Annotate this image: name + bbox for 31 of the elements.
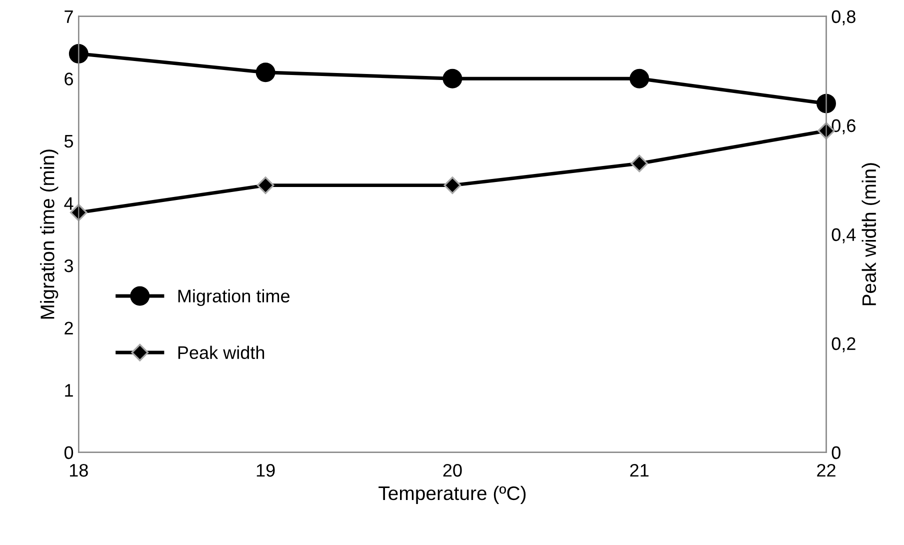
point — [816, 94, 836, 114]
y-tick-label: 1 — [65, 384, 73, 397]
x-tick-label: 22 — [817, 464, 836, 477]
legend-label: Peak width — [178, 346, 264, 360]
point — [630, 68, 650, 88]
y-tick-label: 6 — [64, 72, 73, 86]
legend-label: Migration time — [178, 289, 290, 306]
y-tick-label: 4 — [64, 197, 74, 210]
x-tick-label: 18 — [70, 464, 88, 477]
y2-tick-label: 0 — [832, 446, 840, 460]
y2-axis-title: Peak width (min) — [862, 163, 880, 306]
y-tick-label: 7 — [64, 10, 73, 23]
y-tick-label: 2 — [64, 322, 73, 334]
x-tick-label: 19 — [256, 464, 275, 477]
x-tick-label: 20 — [443, 464, 462, 477]
y2-tick-label: 0,8 — [832, 10, 856, 26]
point — [444, 176, 462, 194]
point — [256, 176, 274, 194]
y2-tick-label: 0,4 — [832, 228, 856, 244]
x-tick-label: 21 — [630, 464, 649, 477]
x-axis-title: Temperature (ºC) — [378, 486, 526, 504]
y2-tick-label: 0,2 — [832, 337, 856, 352]
point — [256, 62, 276, 82]
point — [442, 68, 462, 88]
y-tick-label: 5 — [64, 135, 74, 148]
y2-tick-label: 0,6 — [832, 119, 856, 134]
point — [630, 154, 648, 172]
y-tick-label: 0 — [64, 446, 74, 460]
y-tick-label: 3 — [64, 259, 73, 272]
point — [68, 44, 88, 64]
y-axis-title: Migration time (min) — [40, 150, 58, 319]
